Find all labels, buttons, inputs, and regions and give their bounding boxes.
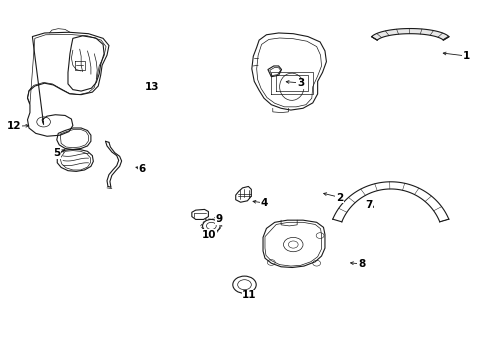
Text: 10: 10	[202, 230, 216, 239]
Polygon shape	[371, 28, 448, 40]
Text: 3: 3	[296, 78, 304, 88]
Text: 11: 11	[242, 291, 256, 301]
Text: 8: 8	[357, 259, 365, 269]
Text: 5: 5	[53, 148, 61, 158]
Text: 12: 12	[7, 121, 21, 131]
Text: 7: 7	[365, 200, 372, 210]
Text: 4: 4	[260, 198, 267, 208]
Text: 1: 1	[462, 51, 469, 61]
Text: 13: 13	[144, 82, 159, 92]
Text: 9: 9	[215, 215, 222, 224]
Text: 6: 6	[138, 164, 145, 174]
Text: 2: 2	[335, 193, 343, 203]
